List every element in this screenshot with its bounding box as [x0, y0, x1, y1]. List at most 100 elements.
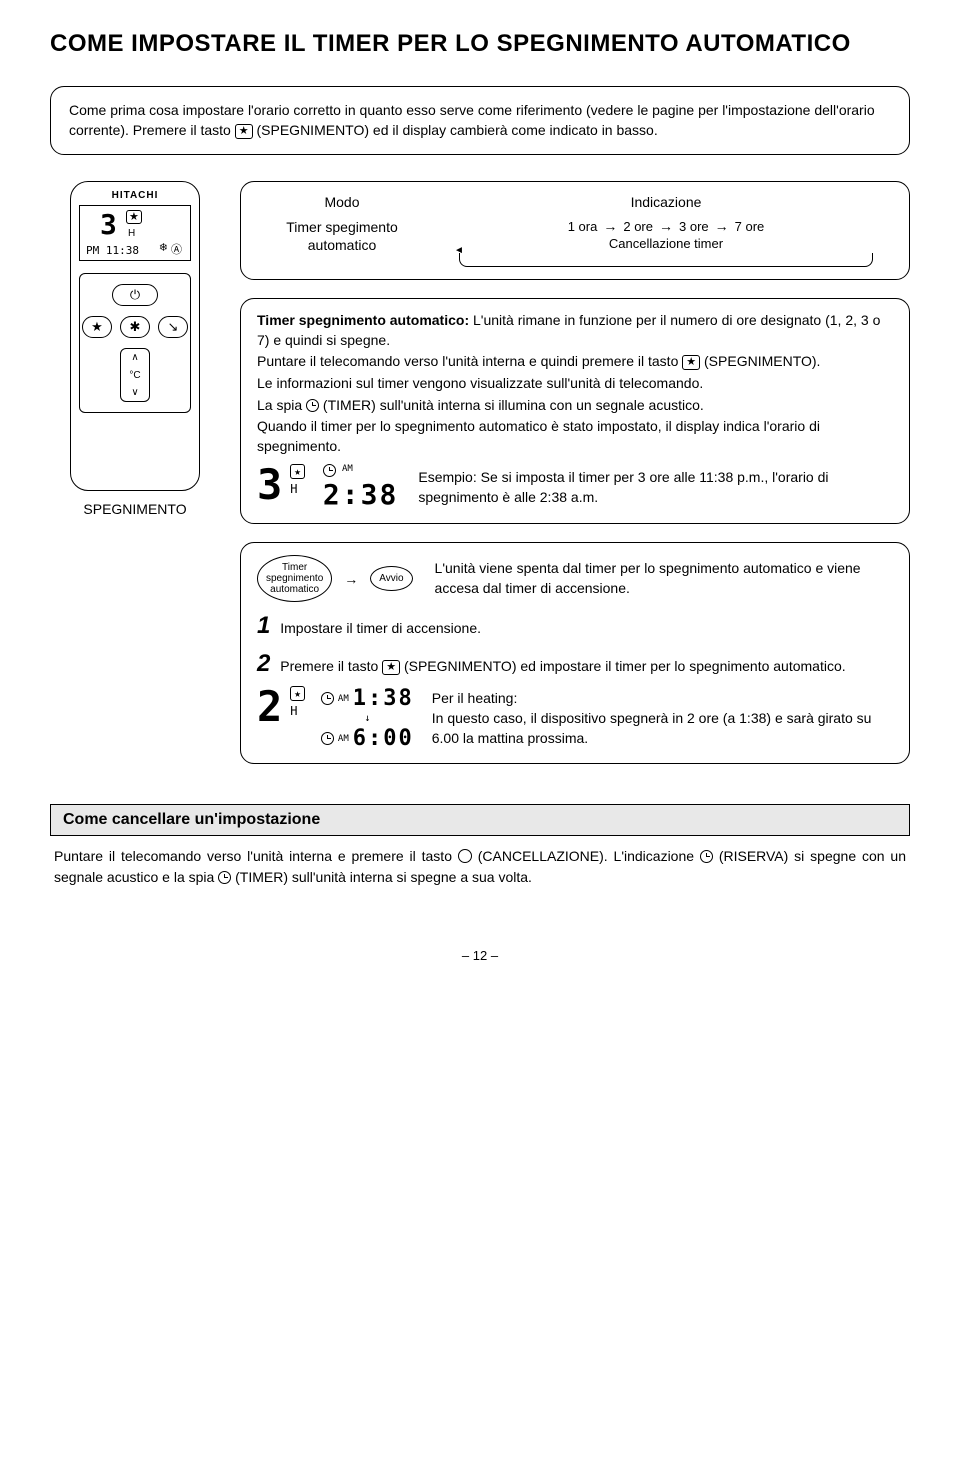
step2-time2: 6:00	[353, 726, 414, 751]
bubble-l1: Timer	[282, 562, 307, 573]
remote-mode-icons: ❄ Ⓐ	[159, 241, 182, 257]
step-2b: (SPEGNIMENTO) ed impostare il timer per …	[400, 658, 846, 674]
bubble-l3: automatico	[270, 584, 319, 595]
step-2: 2 Premere il tasto ★ (SPEGNIMENTO) ed im…	[257, 650, 893, 751]
temp-control[interactable]: ∧ °C ∨	[120, 348, 150, 402]
explain-l4a: La spia	[257, 397, 306, 413]
cancel-b: (CANCELLAZIONE). L'indicazione	[478, 848, 700, 864]
arrow-icon: →	[603, 218, 617, 234]
fan-button[interactable]: ✱	[120, 316, 150, 338]
bubble-l2: spegnimento	[266, 573, 323, 584]
example-h: H	[290, 482, 305, 496]
auto-icon: Ⓐ	[171, 241, 182, 257]
cancel-a: Puntare il telecomando verso l'unità int…	[54, 848, 458, 864]
page-number: – 12 –	[50, 948, 910, 963]
star-key-icon: ★	[682, 355, 700, 370]
am-label: AM	[338, 694, 349, 704]
flow-3h: 3 ore	[679, 219, 709, 234]
flow-side-text: L'unità viene spenta dal timer per lo sp…	[435, 559, 893, 598]
arrow-icon: →	[715, 218, 729, 234]
step-2-num: 2	[257, 650, 270, 677]
step-1-num: 1	[257, 612, 270, 639]
explain-l4b: (TIMER) sull'unità interna si illumina c…	[319, 397, 704, 413]
timer-steps-box: Timer spegnimento automatico → Avvio L'u…	[240, 542, 910, 764]
remote-h: H	[128, 228, 135, 239]
page-title: COME IMPOSTARE IL TIMER PER LO SPEGNIMEN…	[50, 30, 910, 58]
flow-2h: 2 ore	[623, 219, 653, 234]
step-1-text: Impostare il timer di accensione.	[280, 620, 481, 636]
remote-time: PM 11:38	[86, 244, 139, 257]
cancel-body: Puntare il telecomando verso l'unità int…	[50, 836, 910, 898]
step2-time1: 1:38	[353, 686, 414, 711]
heating-text: Per il heating: In questo caso, il dispo…	[432, 689, 893, 748]
mode-header: Modo	[257, 194, 427, 210]
timer-flow: Timer spegnimento automatico → Avvio L'u…	[257, 555, 893, 602]
cancel-d: (TIMER) sull'unità interna si spegne a s…	[235, 869, 532, 885]
down-arrow-icon: ↓	[321, 713, 414, 724]
star-key-icon: ★	[290, 686, 305, 701]
step2-seg: 2 ★ H AM 1:38 ↓ AM	[257, 686, 414, 751]
clock-icon	[323, 464, 336, 477]
star-button[interactable]: ★	[82, 316, 112, 338]
am-label: AM	[338, 734, 349, 744]
intro-p2: (SPEGNIMENTO) ed il display cambierà com…	[253, 122, 658, 138]
remote-buttons: ⏻ ★ ✱ ↘ ∧ °C ∨	[79, 273, 191, 413]
step2-h: H	[290, 704, 305, 718]
swing-button[interactable]: ↘	[158, 316, 188, 338]
remote-star-icon: ★	[126, 210, 142, 224]
intro-text: Come prima cosa impostare l'orario corre…	[69, 101, 891, 140]
remote-column: HITACHI 3 ★ H PM 11:38 ❄ Ⓐ ⏻ ★ ✱ ↘	[50, 181, 220, 517]
heat-header: Per il heating:	[432, 690, 518, 706]
example-digit: 3	[257, 464, 282, 506]
cancel-header: Come cancellare un'impostazione	[50, 804, 910, 836]
explain-l3: Le informazioni sul timer vengono visual…	[257, 374, 893, 394]
explanation-box: Timer spegnimento automatico: L'unità ri…	[240, 298, 910, 524]
right-column: Modo Timer spegimento automatico Indicaz…	[240, 181, 910, 764]
remote-screen: 3 ★ H PM 11:38 ❄ Ⓐ	[79, 205, 191, 261]
step-1: 1 Impostare il timer di accensione.	[257, 612, 893, 640]
remote-digit: 3	[100, 208, 117, 241]
temp-c-label: °C	[129, 370, 140, 381]
clock-icon	[218, 871, 231, 884]
circle-icon	[458, 849, 472, 863]
clock-icon	[321, 732, 334, 745]
explain-l5: Quando il timer per lo spegnimento autom…	[257, 417, 893, 456]
hours-flow: 1 ora → 2 ore → 3 ore → 7 ore	[439, 218, 893, 234]
timer-bold-label: Timer spegnimento automatico:	[257, 312, 469, 328]
flow-return-line	[459, 253, 873, 267]
remote-brand: HITACHI	[79, 190, 191, 201]
star-key-icon: ★	[382, 660, 400, 675]
am-label: AM	[342, 464, 353, 474]
indication-header: Indicazione	[439, 194, 893, 210]
example-display: 3 ★ H AM 2:38	[257, 464, 398, 511]
flow-7h: 7 ore	[735, 219, 765, 234]
explain-l2a: Puntare il telecomando verso l'unità int…	[257, 353, 682, 369]
example-row: 3 ★ H AM 2:38 Esempio: Se si imposta il …	[257, 464, 893, 511]
remote-control: HITACHI 3 ★ H PM 11:38 ❄ Ⓐ ⏻ ★ ✱ ↘	[70, 181, 200, 491]
star-key-icon: ★	[290, 464, 305, 479]
temp-up-icon: ∧	[131, 352, 138, 363]
clock-icon	[700, 850, 713, 863]
example-text: Esempio: Se si imposta il timer per 3 or…	[418, 468, 893, 507]
step-2a: Premere il tasto	[280, 658, 382, 674]
spegnimento-label: SPEGNIMENTO	[50, 501, 220, 517]
timer-bubble: Timer spegnimento automatico	[257, 555, 332, 602]
flow-1h: 1 ora	[568, 219, 598, 234]
power-button[interactable]: ⏻	[112, 284, 158, 306]
clock-icon	[321, 692, 334, 705]
avvio-bubble: Avvio	[370, 566, 412, 591]
arrow-icon: →	[659, 218, 673, 234]
step2-digit: 2	[257, 686, 282, 728]
flow-cancel: Cancellazione timer	[439, 236, 893, 251]
example-time: 2:38	[323, 478, 398, 511]
temp-down-icon: ∨	[131, 387, 138, 398]
step-2-display: 2 ★ H AM 1:38 ↓ AM	[257, 686, 893, 751]
snow-icon: ❄	[159, 241, 168, 257]
clock-icon	[306, 399, 319, 412]
arrow-icon: →	[344, 571, 358, 587]
explain-l2b: (SPEGNIMENTO).	[700, 353, 820, 369]
cancel-section: Come cancellare un'impostazione Puntare …	[50, 804, 910, 898]
star-key-icon: ★	[235, 124, 253, 139]
mode-text: Timer spegimento automatico	[257, 218, 427, 254]
mode-indication-box: Modo Timer spegimento automatico Indicaz…	[240, 181, 910, 280]
